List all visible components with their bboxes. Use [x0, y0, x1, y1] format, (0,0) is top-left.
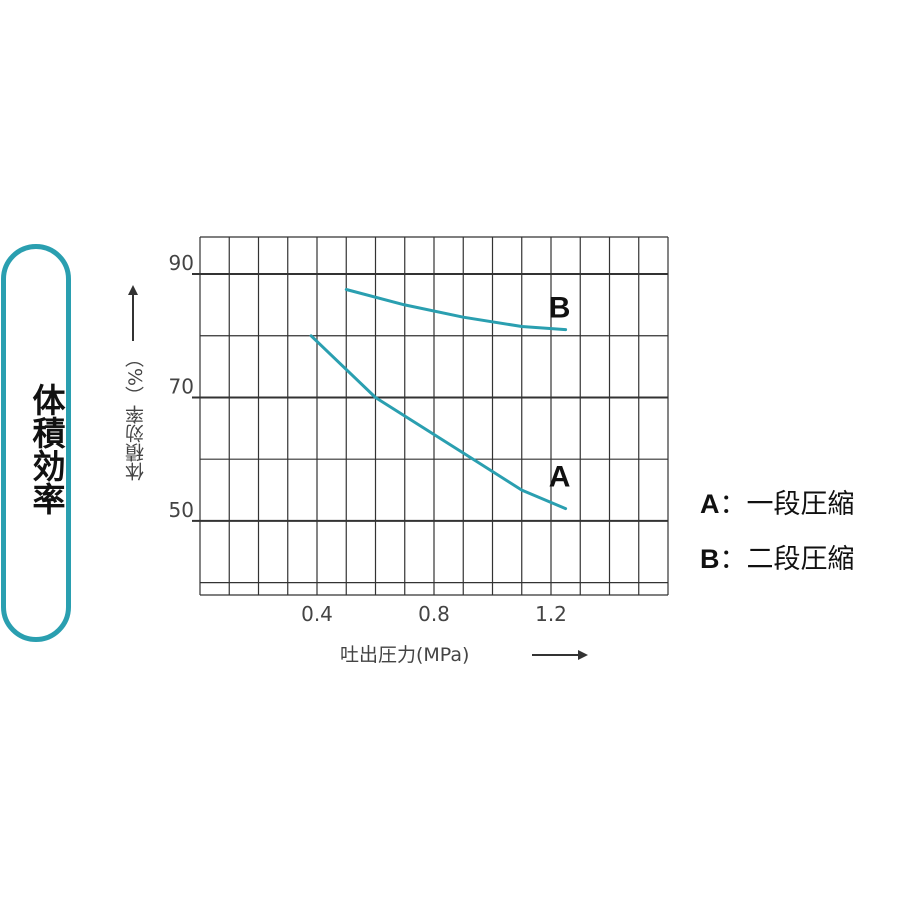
series-line-b [344, 288, 568, 332]
series-label-a: A [549, 461, 571, 494]
legend-text-b: 二段圧縮 [746, 544, 855, 575]
legend-separator-a: ： [719, 489, 747, 520]
legend-item-b: B：二段圧縮 [700, 537, 855, 576]
side-label: 体積効率 [27, 383, 66, 515]
x-axis-label: 吐出圧力(MPa) [340, 644, 470, 666]
legend-separator-b: ： [719, 544, 747, 575]
legend-key-a: A [700, 489, 720, 519]
x-tick-label: 0.4 [301, 602, 333, 626]
side-label-frame: 体積効率 [1, 244, 71, 642]
y-tick-label: 50 [169, 498, 194, 522]
y-tick-label: 70 [169, 374, 194, 398]
x-tick-label: 0.8 [418, 602, 450, 626]
line-chart: 50 70 90 0.4 0.8 1.2 A B [169, 236, 669, 626]
x-tick-label: 1.2 [535, 602, 567, 626]
legend-text-a: 一段圧縮 [746, 489, 855, 520]
legend-key-b: B [700, 544, 720, 574]
legend-item-a: A：一段圧縮 [700, 482, 855, 521]
series-label-b: B [549, 292, 571, 325]
series-line-a [309, 334, 568, 511]
y-axis-label: 体積効率（%） [125, 348, 147, 482]
y-tick-label: 90 [169, 251, 194, 275]
y-axis-arrow-icon [128, 285, 138, 341]
x-axis-arrow-icon [532, 650, 588, 660]
